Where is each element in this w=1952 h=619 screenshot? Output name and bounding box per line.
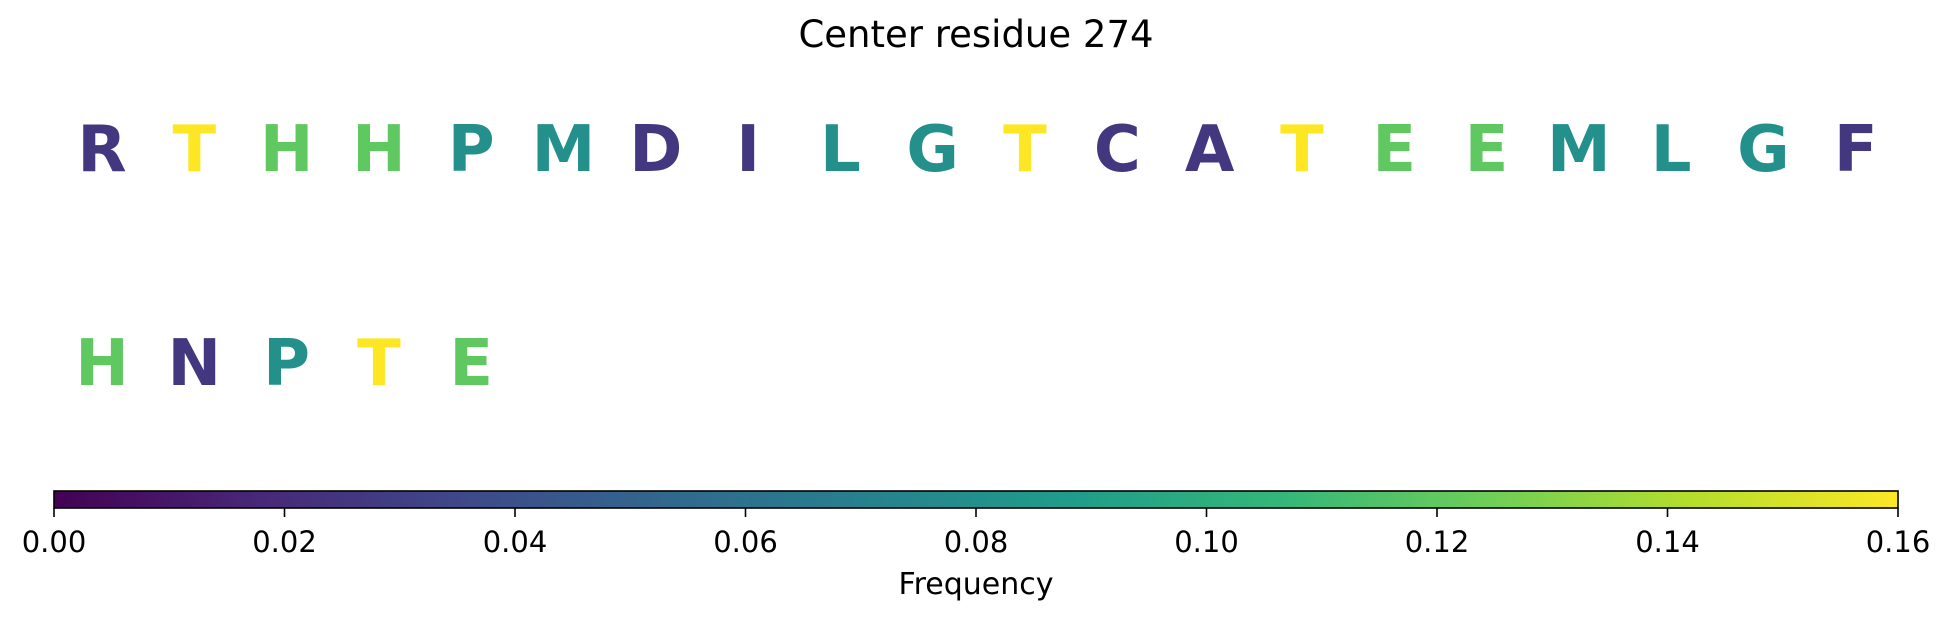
residue-letter: M: [1547, 113, 1611, 187]
residue-letter: M: [532, 113, 596, 187]
residue-letter: T: [172, 113, 216, 187]
residue-letter: D: [629, 113, 682, 187]
colorbar-tick-label: 0.10: [1174, 525, 1239, 559]
residue-letter: G: [906, 113, 959, 187]
residue-letter: C: [1094, 113, 1141, 187]
residue-letter: E: [449, 327, 493, 401]
colorbar-tick-label: 0.00: [22, 525, 87, 559]
residue-letter: T: [1003, 113, 1047, 187]
chart-title: Center residue 274: [798, 13, 1153, 56]
residue-letter: F: [1834, 113, 1878, 187]
residue-letters: R T H H P M D I L G T C A T E E M L G FH N P T E: [75, 113, 1877, 401]
residue-letter: T: [357, 327, 401, 401]
colorbar-gradient: [53, 490, 1899, 509]
residue-letter: P: [263, 327, 310, 401]
residue-letter: H: [75, 327, 129, 401]
residue-letter: E: [1372, 113, 1416, 187]
colorbar-tick-label: 0.02: [252, 525, 317, 559]
colorbar-tick-label: 0.08: [944, 525, 1009, 559]
colorbar-tick-label: 0.16: [1866, 525, 1931, 559]
residue-letter: T: [1280, 113, 1324, 187]
residue-letter: L: [1651, 113, 1692, 187]
residue-letter: G: [1737, 113, 1790, 187]
residue-letter: L: [820, 113, 861, 187]
residue-letter: A: [1185, 113, 1235, 187]
residue-letter: E: [1465, 113, 1509, 187]
colorbar-tick-label: 0.06: [713, 525, 778, 559]
colorbar-label: Frequency: [899, 567, 1054, 602]
residue-letter: H: [260, 113, 314, 187]
colorbar-tick-label: 0.04: [483, 525, 548, 559]
residue-letter: P: [448, 113, 495, 187]
colorbar-tick-label: 0.14: [1635, 525, 1700, 559]
residue-letter: R: [77, 113, 126, 187]
colorbar: 0.00 0.02 0.04 0.06 0.08 0.10 0.12 0.14 0.16 Fre…: [22, 490, 1931, 602]
residue-letter: N: [168, 327, 222, 401]
colorbar-ticks: 0.00 0.02 0.04 0.06 0.08 0.10 0.12 0.14 0.16: [22, 508, 1931, 559]
colorbar-tick-label: 0.12: [1405, 525, 1470, 559]
residue-letter: I: [736, 113, 760, 187]
residue-letter: H: [352, 113, 406, 187]
